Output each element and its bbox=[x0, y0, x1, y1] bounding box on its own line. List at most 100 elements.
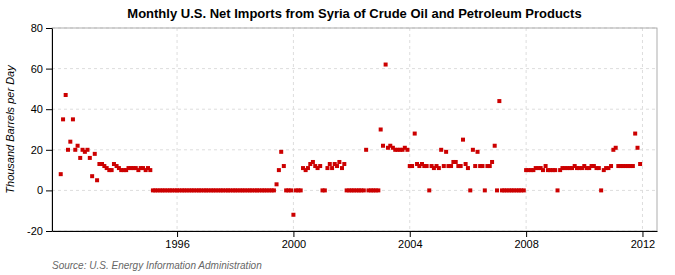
x-axis: 1996 2000 2004 2008 2012 bbox=[53, 231, 658, 250]
point bbox=[454, 160, 458, 164]
point bbox=[330, 166, 334, 170]
grid-line bbox=[52, 109, 657, 110]
tick-mark bbox=[46, 28, 52, 29]
chart: 1996 2000 2004 2008 2012 -20 0 20 40 60 80 Monthly … bbox=[0, 0, 675, 275]
point bbox=[480, 164, 484, 168]
grid-line bbox=[52, 149, 657, 150]
tick-mark bbox=[46, 231, 52, 232]
point bbox=[633, 132, 637, 136]
point bbox=[483, 188, 487, 192]
tick-mark bbox=[177, 231, 178, 237]
point bbox=[364, 148, 368, 152]
grid-line bbox=[409, 28, 410, 231]
point bbox=[282, 164, 286, 168]
point bbox=[279, 150, 283, 154]
tick: -20 bbox=[27, 225, 52, 237]
point bbox=[473, 164, 477, 168]
tick-label: 20 bbox=[31, 144, 43, 156]
tick-mark bbox=[293, 231, 294, 237]
grid-line bbox=[293, 28, 294, 231]
point bbox=[277, 168, 281, 172]
y-axis-title: Thousand Barrels per Day bbox=[4, 64, 16, 194]
point bbox=[410, 164, 414, 168]
grid-line bbox=[642, 28, 643, 231]
point bbox=[93, 152, 97, 156]
tick-mark bbox=[46, 69, 52, 70]
point bbox=[459, 164, 463, 168]
point bbox=[88, 156, 92, 160]
point bbox=[449, 164, 453, 168]
point bbox=[439, 148, 443, 152]
point bbox=[476, 150, 480, 154]
title: Monthly U.S. Net Imports from Syria of C… bbox=[127, 6, 581, 21]
tick-mark bbox=[410, 231, 411, 237]
point bbox=[556, 188, 560, 192]
point bbox=[599, 188, 603, 192]
point bbox=[493, 144, 497, 148]
point bbox=[488, 164, 492, 168]
tick: 1996 bbox=[165, 231, 189, 250]
point bbox=[461, 138, 465, 142]
point bbox=[90, 174, 94, 178]
tick: 2008 bbox=[514, 231, 538, 250]
tick: 0 bbox=[37, 184, 52, 196]
tick-label: 0 bbox=[37, 184, 43, 196]
tick-mark bbox=[526, 231, 527, 237]
tick-label: 2004 bbox=[398, 238, 422, 250]
point bbox=[95, 178, 99, 182]
point bbox=[413, 132, 417, 136]
point bbox=[64, 93, 68, 97]
point bbox=[497, 99, 501, 103]
tick-label: 2000 bbox=[282, 238, 306, 250]
point bbox=[337, 160, 341, 164]
point bbox=[468, 188, 472, 192]
point bbox=[427, 188, 431, 192]
point bbox=[490, 160, 494, 164]
plot-area: 1996 2000 2004 2008 2012 -20 0 20 40 60 80 bbox=[27, 22, 657, 250]
point bbox=[148, 168, 152, 172]
point bbox=[425, 164, 429, 168]
point bbox=[541, 168, 545, 172]
tick: 2012 bbox=[631, 231, 655, 250]
tick: 2000 bbox=[282, 231, 306, 250]
tick-label: -20 bbox=[27, 225, 43, 237]
grid-line bbox=[177, 28, 178, 231]
point bbox=[405, 148, 409, 152]
tick-label: 80 bbox=[31, 22, 43, 34]
tick: 2004 bbox=[398, 231, 422, 250]
point bbox=[272, 188, 276, 192]
source-note: Source: U.S. Energy Information Administ… bbox=[52, 260, 262, 271]
tick: 60 bbox=[31, 63, 52, 75]
point bbox=[335, 164, 339, 168]
point bbox=[299, 188, 303, 192]
point bbox=[466, 166, 470, 170]
grid-line bbox=[52, 68, 657, 69]
point bbox=[61, 117, 65, 121]
point bbox=[340, 166, 344, 170]
point bbox=[362, 188, 366, 192]
point bbox=[471, 148, 475, 152]
point bbox=[68, 140, 72, 144]
tick-label: 2012 bbox=[631, 238, 655, 250]
point bbox=[291, 213, 295, 217]
point bbox=[73, 148, 77, 152]
point bbox=[609, 164, 613, 168]
grid-line bbox=[526, 28, 527, 231]
tick-mark bbox=[46, 150, 52, 151]
point bbox=[376, 188, 380, 192]
point bbox=[85, 148, 89, 152]
point bbox=[597, 166, 601, 170]
axis-line bbox=[52, 29, 53, 232]
tick-label: 40 bbox=[31, 103, 43, 115]
point bbox=[71, 117, 75, 121]
point bbox=[342, 162, 346, 166]
point bbox=[323, 188, 327, 192]
y-axis: -20 0 20 40 60 80 bbox=[27, 22, 52, 237]
point bbox=[275, 182, 279, 186]
point bbox=[59, 172, 63, 176]
point bbox=[110, 168, 114, 172]
point bbox=[444, 150, 448, 154]
point bbox=[379, 128, 383, 132]
point bbox=[636, 146, 640, 150]
point bbox=[384, 63, 388, 67]
